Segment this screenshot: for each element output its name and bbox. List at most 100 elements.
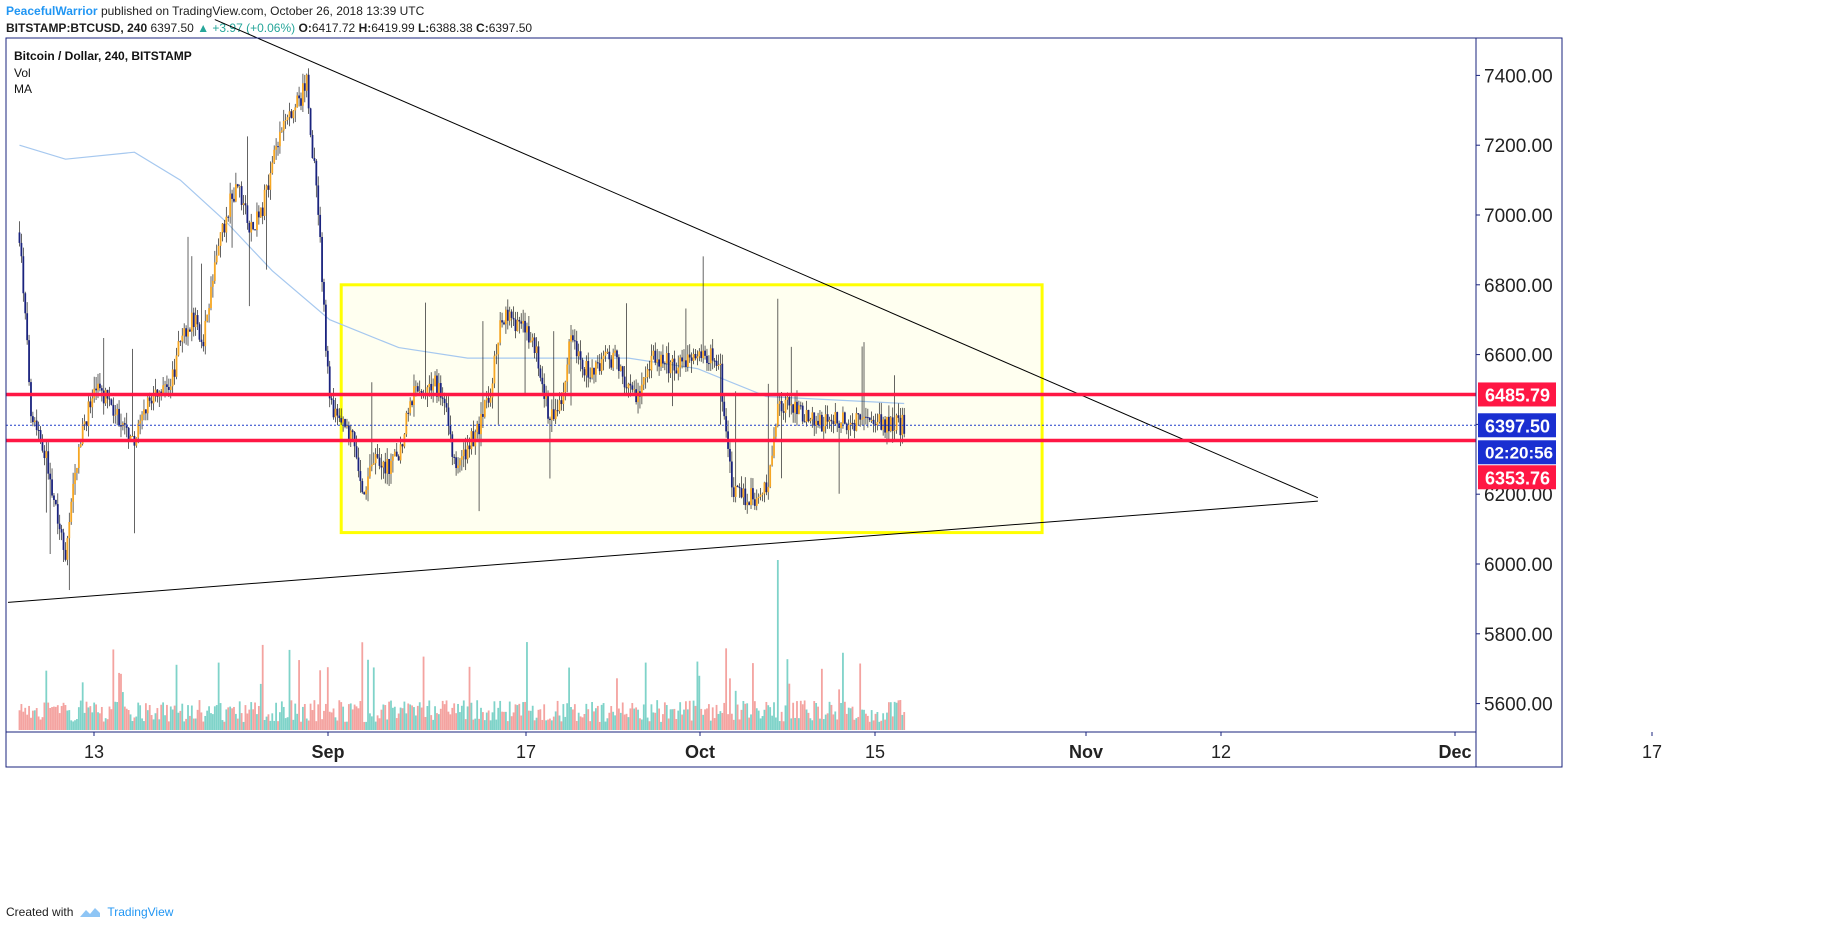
tradingview-brand-link[interactable]: TradingView (107, 905, 174, 919)
volume-bar (323, 710, 325, 730)
volume-bar (108, 706, 111, 730)
candle-body (449, 425, 452, 435)
candle-body (407, 412, 410, 414)
candle-body (849, 422, 852, 425)
y-tick-label: 7400.00 (1484, 66, 1553, 87)
author-link[interactable]: PeacefulWarrior (6, 4, 98, 18)
volume-bar (474, 718, 477, 730)
volume-bar (100, 706, 103, 730)
volume-bar (700, 708, 703, 730)
volume-bar (76, 719, 78, 730)
volume-bar (33, 710, 36, 730)
volume-bar (271, 713, 274, 730)
volume-bar (847, 707, 850, 730)
candle-body (547, 393, 549, 419)
candle-body (642, 377, 645, 385)
volume-bar (497, 707, 500, 730)
candle-body (439, 383, 442, 398)
candle-body (721, 363, 724, 402)
candle-body (432, 386, 435, 391)
candle-body (64, 549, 67, 560)
volume-bar (669, 709, 672, 730)
volume-bar (472, 719, 475, 730)
candle-body (49, 473, 52, 480)
candle-body (233, 198, 235, 202)
candle-body (732, 487, 735, 497)
descending-trendline[interactable] (214, 19, 1319, 499)
volume-bar (667, 718, 670, 730)
volume-bar (702, 714, 705, 730)
candle-body (686, 354, 689, 367)
candle-body (577, 351, 580, 357)
candle-body (767, 486, 770, 493)
volume-bar (51, 707, 53, 730)
candle-body (292, 110, 295, 119)
candle-body (466, 445, 469, 460)
volume-bar (757, 710, 760, 730)
volume-bar (380, 709, 383, 730)
volume-bar (411, 705, 413, 730)
volume-bar (717, 713, 720, 730)
volume-bar (683, 709, 685, 730)
volume-bar (775, 717, 777, 730)
volume-bar (819, 718, 821, 730)
candle-body (468, 445, 471, 450)
ascending-trendline[interactable] (7, 500, 1318, 603)
volume-bar (617, 708, 620, 730)
candle-body (328, 366, 331, 399)
range-box[interactable] (339, 283, 1044, 535)
volume-bar (194, 718, 197, 730)
volume-bar (840, 702, 842, 730)
volume-bar (397, 713, 400, 730)
volume-bar (748, 717, 751, 730)
volume-bar (790, 718, 793, 730)
volume-bar (311, 710, 314, 730)
candle-body (110, 399, 113, 405)
candle-body (554, 410, 557, 420)
candle-body (430, 383, 433, 391)
candle-body (794, 401, 796, 413)
candle-body (508, 311, 511, 321)
volume-bar (20, 704, 23, 730)
volume-bar (120, 673, 122, 730)
symbol-label: BITSTAMP:BTCUSD, 240 (6, 21, 148, 35)
candle-body (480, 414, 482, 435)
candle-body (550, 409, 553, 421)
volume-bar (811, 720, 814, 730)
candle-body (118, 408, 120, 426)
candle-body (79, 444, 82, 447)
volume-bar (54, 706, 57, 730)
volume-bar (704, 709, 706, 730)
volume-bar (807, 712, 810, 730)
candle-body (401, 444, 404, 447)
candle-body (872, 419, 875, 425)
support-price-tag: 6353.76 (1485, 468, 1550, 488)
volume-bar (895, 702, 898, 730)
volume-bar (256, 714, 258, 730)
candle-body (309, 108, 312, 135)
volume-bar (786, 659, 789, 730)
candle-body (120, 425, 122, 427)
candle-body (300, 98, 302, 106)
candle-body (809, 419, 812, 422)
volume-bar (872, 720, 875, 730)
candle-body (539, 368, 542, 378)
y-tick-label: 6800.00 (1484, 276, 1553, 297)
candle-body (654, 350, 657, 363)
volume-bar (319, 670, 322, 730)
candle-body (650, 355, 653, 371)
candle-body (677, 367, 680, 374)
candle-body (229, 193, 232, 217)
candle-body (102, 390, 105, 404)
volume-bar (133, 717, 136, 730)
volume-bar (878, 721, 881, 730)
candle-body (380, 465, 383, 468)
volume-bar (510, 716, 513, 730)
volume-bar (363, 721, 366, 730)
volume-bar (139, 705, 142, 730)
candle-body (903, 414, 906, 434)
volume-bar (315, 721, 318, 730)
volume-bar (773, 702, 775, 730)
volume-bar (503, 711, 505, 730)
